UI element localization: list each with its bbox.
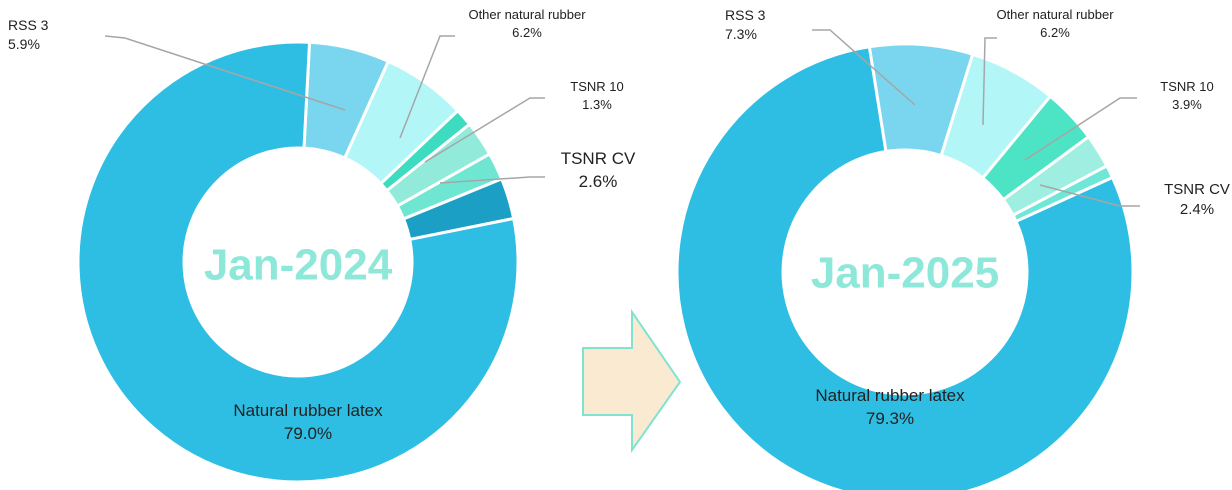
slice-name: TSNR CV (1164, 181, 1230, 198)
slice-name: RSS 3 (725, 7, 766, 23)
slice-value: 6.2% (512, 24, 542, 40)
slice-value: 6.2% (1040, 24, 1070, 40)
slice-label: TSNR CV 2.6% (538, 148, 658, 194)
slice-name: Other natural rubber (468, 7, 586, 22)
slice-value: 79.3% (865, 408, 915, 428)
leader-line (424, 97, 545, 163)
slice-value: 5.9% (8, 35, 40, 52)
slice-name: TSNR 10 (570, 79, 624, 94)
slice-label: RSS 3 7.3% (725, 6, 805, 44)
slice-value: 3.9% (1172, 96, 1202, 112)
center-title: Jan-2025 (811, 249, 999, 298)
leader-line (982, 37, 997, 126)
leader-line (1039, 184, 1140, 207)
arrow (582, 308, 682, 454)
donut-slice (76, 40, 520, 484)
slice-label: Natural rubber latex 79.0% (188, 400, 428, 446)
slice-label: Other natural rubber 6.2% (995, 6, 1115, 41)
slice-label: RSS 3 5.9% (8, 16, 88, 54)
slice-label: TSNR CV 2.4% (1142, 180, 1232, 221)
leader-line (1024, 97, 1137, 161)
leader-line (439, 176, 545, 184)
center-title: Jan-2024 (204, 241, 393, 290)
slice-value: 2.6% (578, 171, 618, 191)
donut-slice (675, 45, 1135, 490)
slice-label: TSNR 10 3.9% (1137, 78, 1232, 113)
slice-value: 79.0% (283, 423, 333, 443)
leader-line (104, 35, 346, 111)
slice-name: Other natural rubber (996, 7, 1114, 22)
slice-value: 1.3% (582, 96, 612, 112)
slice-name: Natural rubber latex (233, 401, 383, 420)
slice-name: TSNR 10 (1160, 79, 1214, 94)
slice-name: TSNR CV (560, 149, 636, 168)
slice-name: RSS 3 (8, 17, 49, 33)
slice-label: Natural rubber latex 79.3% (770, 385, 1010, 431)
slice-label: Other natural rubber 6.2% (467, 6, 587, 41)
leader-line (399, 35, 455, 139)
slice-name: Natural rubber latex (815, 386, 965, 405)
slice-value: 7.3% (725, 25, 757, 42)
slice-value: 2.4% (1179, 201, 1215, 219)
slice-label: TSNR 10 1.3% (547, 78, 647, 113)
leader-line (812, 29, 916, 106)
